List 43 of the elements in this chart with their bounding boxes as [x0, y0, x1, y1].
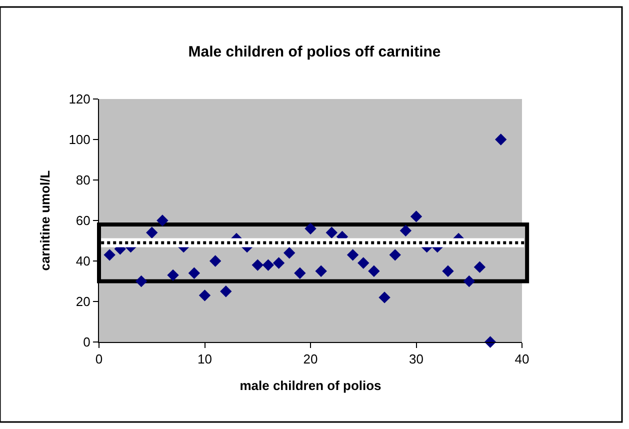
x-axis-title: male children of polios	[240, 378, 382, 394]
point	[198, 290, 211, 302]
point	[400, 224, 412, 236]
y-tick-label: 20	[76, 294, 90, 310]
y-tick-label: 0	[83, 334, 90, 350]
point	[304, 222, 316, 234]
x-tick-label: 20	[303, 352, 318, 367]
point	[209, 255, 222, 267]
point	[146, 226, 158, 238]
y-tick-label: 40	[76, 254, 90, 269]
point	[252, 259, 264, 271]
point	[284, 247, 296, 259]
point	[294, 267, 306, 279]
point	[167, 269, 179, 282]
point	[220, 286, 232, 298]
point	[463, 275, 475, 288]
x-tick-label: 30	[409, 352, 424, 367]
point	[326, 226, 338, 238]
x-tick-label: 10	[198, 352, 212, 367]
point	[104, 249, 116, 261]
y-tick-label: 120	[68, 92, 90, 107]
point	[368, 265, 380, 277]
point	[156, 214, 168, 226]
point	[474, 261, 486, 273]
point	[442, 265, 454, 277]
y-axis-title: carnitine umol/L	[38, 170, 53, 271]
point	[410, 210, 422, 222]
x-tick-label: 0	[95, 352, 103, 367]
point	[315, 265, 327, 277]
point	[495, 134, 507, 146]
point	[378, 292, 390, 304]
point	[262, 259, 274, 271]
point	[188, 267, 200, 279]
point	[346, 249, 359, 261]
point	[358, 257, 370, 269]
point	[272, 257, 285, 269]
y-tick-label: 60	[76, 213, 90, 228]
chart-title: Male children of polios off carnitine	[188, 44, 441, 61]
point	[135, 275, 148, 288]
x-tick-label: 40	[514, 352, 530, 367]
y-tick-label: 80	[76, 172, 90, 188]
point	[389, 249, 401, 261]
y-tick-label: 100	[68, 132, 90, 148]
